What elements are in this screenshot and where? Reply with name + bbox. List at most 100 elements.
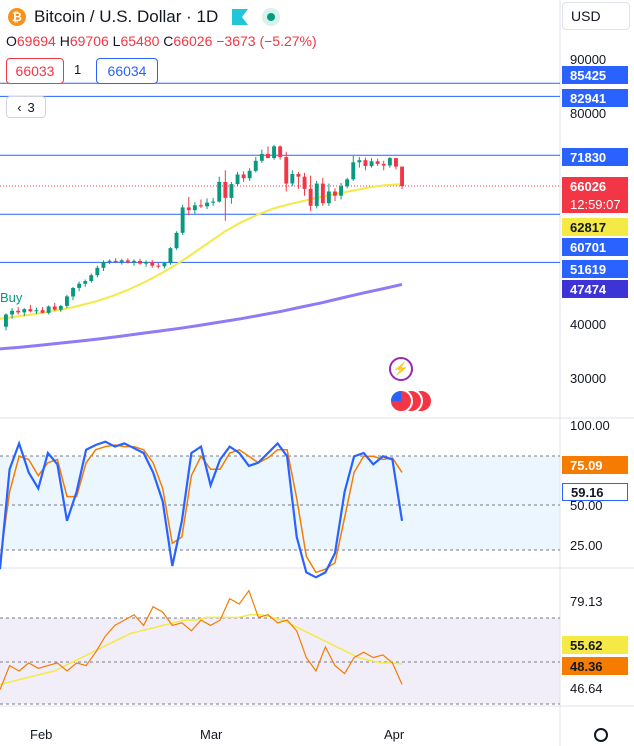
stoch-axis-label: 100.00: [570, 418, 610, 433]
price-tag-level[interactable]: 82941: [562, 89, 628, 107]
rsi-axis-label: 46.64: [570, 681, 603, 696]
candle-body: [302, 176, 307, 189]
price-axis-label: 80000: [570, 106, 607, 121]
indicators-toggle-button[interactable]: ‹ 3: [6, 96, 46, 118]
candle-body: [345, 179, 350, 187]
candle-body: [394, 158, 398, 167]
candle-body: [326, 191, 331, 204]
candle-body: [296, 174, 301, 177]
candle-body: [351, 162, 356, 180]
candle-body: [46, 306, 51, 313]
candle-body: [217, 182, 222, 202]
candle-body: [119, 260, 124, 262]
time-axis-label: Apr: [384, 727, 405, 742]
gear-icon[interactable]: [594, 728, 608, 742]
candle-body: [205, 202, 209, 207]
candle-body: [83, 281, 88, 284]
candle-body: [144, 262, 149, 264]
price-axis-label: 30000: [570, 371, 607, 386]
sell-button[interactable]: 66033: [6, 58, 64, 84]
spread-value: 1: [74, 62, 82, 77]
candle-body: [125, 260, 130, 263]
candle-body: [65, 296, 69, 306]
price-tag-ma50: 62817: [562, 218, 628, 236]
candle-body: [223, 182, 228, 198]
buy-button[interactable]: 66034: [96, 58, 158, 84]
stoch-k-tag: 59.16: [562, 483, 628, 501]
candle-body: [22, 309, 27, 313]
rsi-band: [0, 618, 560, 704]
candle-body: [132, 260, 136, 263]
candle-body: [40, 310, 45, 313]
candle-body: [375, 161, 380, 164]
candle-body: [278, 146, 283, 157]
candle-body: [58, 306, 63, 310]
price-tag-level[interactable]: 85425: [562, 66, 628, 84]
candle-body: [229, 184, 234, 198]
currency-label: USD: [571, 8, 601, 24]
rsi-tag: 48.36: [562, 657, 628, 675]
candle-body: [247, 170, 252, 179]
rsi-ma-line: [0, 613, 403, 686]
candle-body: [162, 263, 167, 267]
candle-body: [180, 207, 185, 233]
stochastic-oscillator: [0, 440, 404, 579]
currency-selector[interactable]: USD: [562, 2, 630, 30]
candle-body: [400, 166, 404, 187]
candle-body: [77, 283, 82, 288]
candle-body: [266, 153, 270, 159]
candle-body: [107, 260, 112, 262]
candle-body: [95, 267, 100, 276]
stoch-k-line: [0, 440, 404, 579]
ohlc-values: O69694 H69706 L65480 C66026 −3673 (−5.27…: [6, 33, 317, 49]
price-tag-current: 66026: [562, 177, 628, 195]
countdown-tag: 12:59:07: [562, 195, 628, 213]
candle-body: [241, 174, 246, 179]
candle-body: [186, 207, 191, 211]
candle-body: [71, 288, 75, 297]
candlesticks[interactable]: [4, 144, 404, 331]
lightning-event-icon[interactable]: ⚡: [389, 357, 413, 381]
candle-body: [253, 160, 258, 171]
candle-body: [89, 275, 94, 281]
candle-body: [34, 310, 39, 312]
stoch-d-tag: 75.09: [562, 456, 628, 474]
candle-body: [138, 260, 142, 264]
candle-body: [387, 158, 392, 166]
candle-body: [333, 191, 337, 196]
market-open-icon[interactable]: [262, 8, 281, 26]
chevron-left-icon: ‹: [17, 99, 22, 115]
symbol-header[interactable]: ₿ Bitcoin / U.S. Dollar · 1D: [8, 6, 281, 28]
price-axis-label: 40000: [570, 317, 607, 332]
indicators-count: 3: [27, 99, 35, 115]
candle-body: [156, 265, 161, 267]
candle-body: [101, 262, 106, 268]
price-axis-label: 90000: [570, 52, 607, 67]
candle-body: [4, 314, 8, 327]
candle-body: [16, 310, 21, 313]
price-tag-level[interactable]: 51619: [562, 260, 628, 278]
stoch-axis-label: 25.00: [570, 538, 603, 553]
candle-body: [52, 306, 57, 310]
candle-body: [168, 248, 173, 263]
flag-icon[interactable]: [232, 9, 249, 25]
rsi-indicator: [0, 589, 403, 690]
time-axis-label: Feb: [30, 727, 53, 742]
horizontal-levels[interactable]: [0, 82, 560, 263]
symbol-title[interactable]: Bitcoin / U.S. Dollar · 1D: [34, 7, 219, 26]
candle-body: [357, 160, 362, 163]
candle-body: [113, 260, 118, 262]
candle-body: [314, 183, 319, 206]
price-tag-level[interactable]: 71830: [562, 148, 628, 166]
candle-body: [199, 205, 203, 207]
price-tag-level[interactable]: 60701: [562, 238, 628, 256]
candle-body: [10, 310, 14, 315]
candle-body: [259, 153, 264, 161]
candle-body: [192, 205, 197, 211]
candle-body: [284, 157, 289, 184]
us-flag-event-icon[interactable]: [389, 389, 413, 413]
candle-body: [308, 188, 313, 206]
rsi-ma-tag: 55.62: [562, 636, 628, 654]
